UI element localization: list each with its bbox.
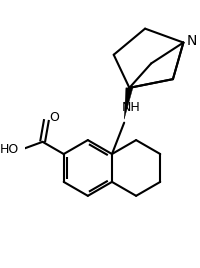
Text: HO: HO — [0, 143, 19, 156]
Text: N: N — [187, 34, 197, 48]
Text: NH: NH — [122, 100, 141, 114]
Polygon shape — [124, 88, 133, 119]
Text: O: O — [49, 111, 59, 124]
